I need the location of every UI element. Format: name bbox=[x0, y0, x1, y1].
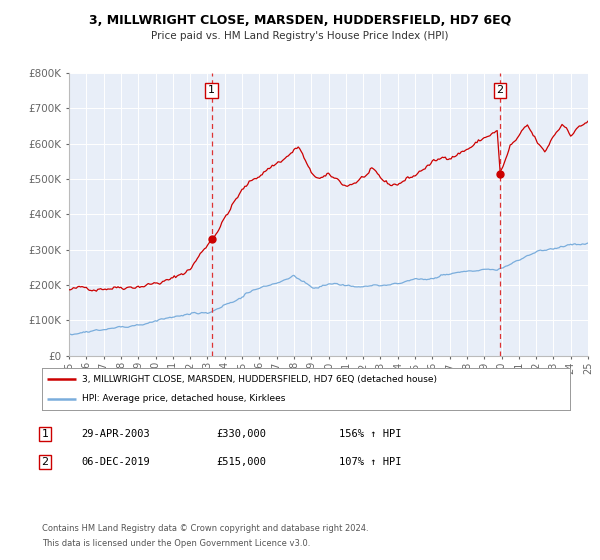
Text: £515,000: £515,000 bbox=[216, 457, 266, 467]
Text: 107% ↑ HPI: 107% ↑ HPI bbox=[339, 457, 401, 467]
Text: 2: 2 bbox=[497, 86, 503, 95]
Text: Contains HM Land Registry data © Crown copyright and database right 2024.: Contains HM Land Registry data © Crown c… bbox=[42, 524, 368, 533]
Text: £330,000: £330,000 bbox=[216, 429, 266, 439]
Text: 06-DEC-2019: 06-DEC-2019 bbox=[81, 457, 150, 467]
Text: 3, MILLWRIGHT CLOSE, MARSDEN, HUDDERSFIELD, HD7 6EQ: 3, MILLWRIGHT CLOSE, MARSDEN, HUDDERSFIE… bbox=[89, 14, 511, 27]
Text: 156% ↑ HPI: 156% ↑ HPI bbox=[339, 429, 401, 439]
Text: Price paid vs. HM Land Registry's House Price Index (HPI): Price paid vs. HM Land Registry's House … bbox=[151, 31, 449, 41]
Text: HPI: Average price, detached house, Kirklees: HPI: Average price, detached house, Kirk… bbox=[82, 394, 285, 403]
Text: 3, MILLWRIGHT CLOSE, MARSDEN, HUDDERSFIELD, HD7 6EQ (detached house): 3, MILLWRIGHT CLOSE, MARSDEN, HUDDERSFIE… bbox=[82, 375, 437, 384]
Text: 1: 1 bbox=[208, 86, 215, 95]
Text: This data is licensed under the Open Government Licence v3.0.: This data is licensed under the Open Gov… bbox=[42, 539, 310, 548]
Text: 29-APR-2003: 29-APR-2003 bbox=[81, 429, 150, 439]
Text: 2: 2 bbox=[41, 457, 49, 467]
Text: 1: 1 bbox=[41, 429, 49, 439]
